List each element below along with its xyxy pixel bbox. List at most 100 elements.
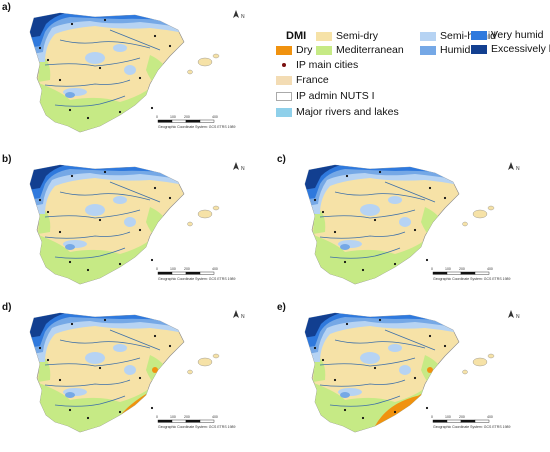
city-dot-2 bbox=[103, 170, 107, 174]
scale-tick-3: 200 bbox=[184, 415, 190, 419]
city-dot-9 bbox=[150, 406, 154, 410]
city-dot-7 bbox=[68, 260, 72, 264]
city-dot-9 bbox=[425, 406, 429, 410]
legend-label-semidry: Semi-dry bbox=[336, 30, 379, 42]
zone-semihumid-north bbox=[305, 313, 459, 362]
legend-swatch-excessivelyhumid bbox=[471, 45, 487, 54]
zone-humid-north bbox=[305, 165, 459, 207]
river-3 bbox=[319, 231, 406, 239]
zone-semihumid-4 bbox=[399, 365, 411, 375]
scale-segment-3 bbox=[185, 419, 201, 423]
legend-swatch-nuts bbox=[276, 92, 292, 101]
legend-city-dot bbox=[282, 63, 286, 67]
legend-label-humid: Humid bbox=[440, 44, 471, 56]
island-ibiza bbox=[187, 221, 193, 227]
zone-semihumid-north bbox=[305, 165, 459, 214]
zone-excessivelyhumid bbox=[305, 313, 345, 338]
river-1 bbox=[59, 39, 151, 49]
city-dot-6 bbox=[58, 230, 62, 234]
island-menorca bbox=[212, 353, 220, 359]
zone-humid-central bbox=[340, 244, 350, 250]
scale-tick-1: 0 bbox=[431, 415, 433, 419]
legend-swatch-rivers bbox=[276, 108, 292, 117]
scale-tick-2: 100 bbox=[170, 115, 176, 119]
city-dot-11 bbox=[86, 416, 90, 420]
north-label: N bbox=[241, 166, 245, 172]
zone-semihumid-4 bbox=[124, 365, 136, 375]
city-dot-10 bbox=[118, 410, 122, 414]
city-dot-5 bbox=[373, 218, 377, 222]
scale-tick-4: 400 bbox=[212, 267, 218, 271]
zone-semihumid-1 bbox=[85, 52, 105, 64]
legend-label-veryhumid: Very humid bbox=[491, 29, 544, 41]
north-label: N bbox=[516, 166, 520, 172]
city-dot-13 bbox=[313, 346, 317, 350]
legend-swatch-humid bbox=[420, 46, 436, 55]
city-dot-12 bbox=[321, 358, 325, 362]
city-dot-8 bbox=[138, 228, 142, 232]
river-1 bbox=[59, 191, 151, 201]
zone-semihumid-2 bbox=[388, 344, 402, 352]
zone-humid-north bbox=[30, 313, 184, 355]
river-4 bbox=[54, 247, 126, 259]
city-dot-2 bbox=[378, 170, 382, 174]
island-mallorca bbox=[197, 357, 213, 367]
zone-humid-north bbox=[30, 13, 184, 55]
scale-segment-2 bbox=[446, 419, 462, 423]
zone-humid-central bbox=[340, 392, 350, 398]
panel-label-b: b) bbox=[2, 154, 12, 165]
river-4 bbox=[54, 395, 126, 407]
island-menorca bbox=[212, 53, 220, 59]
scale-segment-3 bbox=[460, 271, 476, 275]
legend-label-excessivelyhumid: Excessively humid bbox=[491, 43, 550, 55]
map-c: N 0 100 200 400 Geographic Coordinate System:… bbox=[304, 162, 520, 285]
legend-label-dry: Dry bbox=[296, 44, 313, 56]
scale-segment-3 bbox=[460, 419, 476, 423]
city-dot-13 bbox=[38, 346, 42, 350]
city-dot-12 bbox=[46, 58, 50, 62]
scale-tick-1: 0 bbox=[156, 115, 158, 119]
river-1 bbox=[59, 339, 151, 349]
scale-segment-1 bbox=[432, 271, 448, 275]
scale-tick-2: 100 bbox=[170, 267, 176, 271]
scale-segment-1 bbox=[432, 419, 448, 423]
scale-tick-3: 200 bbox=[459, 267, 465, 271]
river-2 bbox=[319, 357, 416, 367]
island-menorca bbox=[487, 205, 495, 211]
legend-label-nuts: IP admin NUTS I bbox=[296, 90, 375, 102]
scale-segment-1 bbox=[157, 419, 173, 423]
city-dot-13 bbox=[38, 198, 42, 202]
map-d: N 0 100 200 400 Geographic Coordinate System:… bbox=[29, 310, 245, 433]
scale-segment-3 bbox=[185, 271, 201, 275]
river-4 bbox=[54, 95, 126, 107]
city-dot-9 bbox=[150, 106, 154, 110]
zone-semihumid-2 bbox=[388, 196, 402, 204]
river-5 bbox=[109, 29, 161, 51]
island-ibiza bbox=[187, 69, 193, 75]
city-dot-9 bbox=[150, 258, 154, 262]
scale-tick-2: 100 bbox=[445, 267, 451, 271]
city-dot-11 bbox=[86, 116, 90, 120]
legend-title: DMI bbox=[286, 30, 307, 42]
scale-tick-1: 0 bbox=[156, 267, 158, 271]
zone-semihumid-north bbox=[30, 165, 184, 214]
scale-segment-4 bbox=[474, 271, 490, 275]
coordinate-system-text: Geographic Coordinate System: GCS ETRS 1… bbox=[158, 125, 235, 129]
scale-tick-4: 400 bbox=[212, 415, 218, 419]
legend-swatch-france bbox=[276, 76, 292, 85]
city-dot-3 bbox=[153, 186, 157, 190]
city-dot-11 bbox=[361, 268, 365, 272]
city-dot-6 bbox=[58, 78, 62, 82]
zone-semihumid-north bbox=[30, 13, 184, 62]
zone-dry-east bbox=[152, 367, 158, 373]
city-dot-3 bbox=[153, 34, 157, 38]
legend-label-france: France bbox=[296, 74, 329, 86]
city-dot-8 bbox=[413, 376, 417, 380]
zone-dry-east bbox=[427, 367, 433, 373]
panel-label-c: c) bbox=[277, 154, 286, 165]
legend: DMI Semi-dry Semi-humid Dry Mediterranea… bbox=[268, 10, 550, 150]
river-5 bbox=[109, 329, 161, 351]
map-panel-d: N 0 100 200 400 Geographic Coordinate System:… bbox=[0, 300, 268, 446]
city-dot-4 bbox=[443, 196, 447, 200]
scale-tick-1: 0 bbox=[156, 415, 158, 419]
